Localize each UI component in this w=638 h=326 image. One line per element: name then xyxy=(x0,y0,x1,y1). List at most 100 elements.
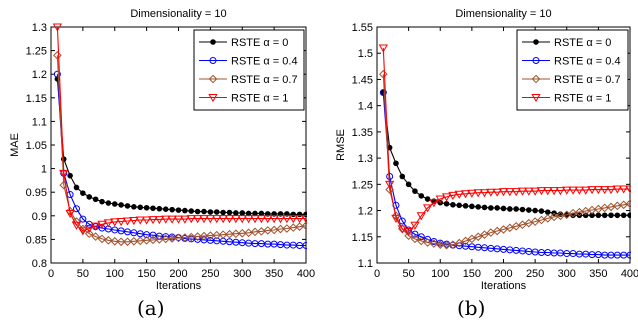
rmse-point xyxy=(467,189,477,198)
mae-point xyxy=(207,209,214,215)
rmse-chart: Dimensionality = 10 0 50 100 150 200 250 300 350… xyxy=(335,8,638,292)
mae-point xyxy=(167,215,177,224)
rmse-point xyxy=(410,234,420,244)
mae-point xyxy=(245,210,252,217)
mae-point xyxy=(161,215,171,224)
mae-point xyxy=(78,227,88,236)
mae-point xyxy=(188,208,195,214)
mae-point xyxy=(186,232,196,242)
mae-point xyxy=(233,210,239,216)
rmse-point xyxy=(574,186,585,195)
rmse-point xyxy=(379,89,387,97)
rmse-ytick-label: 1.5 xyxy=(358,48,373,60)
mae-point xyxy=(150,205,156,212)
mae-xtick-label: 50 xyxy=(77,268,89,280)
mae-point xyxy=(302,242,307,250)
rmse-ytick-label: 1.4 xyxy=(358,101,373,113)
mae-point xyxy=(173,215,184,224)
rmse-point xyxy=(424,196,431,202)
mae-point xyxy=(105,200,112,206)
rmse-point xyxy=(391,214,401,224)
rmse-point xyxy=(614,212,621,219)
rmse-point xyxy=(399,173,406,180)
mae-point xyxy=(276,224,285,234)
rmse-point xyxy=(486,188,496,197)
mae-point xyxy=(130,229,138,237)
rmse-point xyxy=(393,160,399,167)
rmse-point xyxy=(454,190,464,199)
mae-xtick-label: 250 xyxy=(201,268,219,280)
mae-point xyxy=(116,217,126,227)
mae-point xyxy=(104,236,113,245)
mae-point xyxy=(226,209,233,216)
mae-point xyxy=(86,194,93,200)
mae-point xyxy=(231,229,241,239)
mae-point xyxy=(275,215,286,224)
mae-point xyxy=(167,234,177,243)
rmse-point xyxy=(581,186,591,195)
caption-b: (b) xyxy=(457,296,486,320)
mae-point xyxy=(80,190,86,196)
rmse-point xyxy=(479,189,490,198)
rmse-point xyxy=(398,217,406,225)
rmse-ytick-label: 1.35 xyxy=(352,127,373,139)
rmse-point xyxy=(441,193,452,202)
rmse-point xyxy=(620,212,627,219)
mae-point xyxy=(59,180,69,190)
rmse-point xyxy=(530,187,540,196)
mae-point xyxy=(264,211,271,217)
mae-ytick-label: 1.2 xyxy=(32,69,47,81)
rmse-point xyxy=(410,221,420,230)
mae-point xyxy=(194,208,201,215)
rmse-point xyxy=(600,186,610,195)
rmse-point xyxy=(538,208,545,214)
rmse-point xyxy=(543,187,553,196)
mae-legend-label-3: RSTE α = 1 xyxy=(231,93,288,105)
rmse-xtick-label: 400 xyxy=(621,268,638,280)
rmse-point xyxy=(442,240,451,250)
mae-legend-label-0: RSTE α = 0 xyxy=(231,37,288,49)
rmse-point xyxy=(627,212,631,219)
rmse-xtick-label: 0 xyxy=(374,268,380,280)
mae-point xyxy=(79,215,87,223)
mae-legend: RSTE α = 0 RSTE α = 0.4 RSTE α = 0.7 RSTE α… xyxy=(193,29,305,111)
mae-point xyxy=(149,231,157,239)
mae-ytick-label: 1.05 xyxy=(26,140,47,152)
mae-point xyxy=(122,217,133,226)
mae-ytick-label: 1.25 xyxy=(26,46,47,58)
rmse-series-0 xyxy=(380,89,631,219)
mae-title: Dimensionality = 10 xyxy=(130,8,226,20)
mae-point xyxy=(218,230,228,239)
caption-a: (a) xyxy=(137,296,165,320)
mae-point xyxy=(67,172,73,179)
rmse-point xyxy=(416,212,426,221)
mae-point xyxy=(205,215,216,224)
mae-legend-label-2: RSTE α = 0.7 xyxy=(231,74,298,86)
mae-point xyxy=(124,203,131,209)
rmse-point xyxy=(494,205,500,211)
rmse-xtick-label: 250 xyxy=(526,268,544,280)
rmse-point xyxy=(505,188,515,197)
mae-legend-box xyxy=(193,29,305,111)
rmse-point xyxy=(619,185,629,194)
rmse-point xyxy=(448,191,458,200)
mae-point xyxy=(201,208,207,215)
rmse-point xyxy=(423,238,432,247)
mae-point xyxy=(237,228,247,238)
mae-point xyxy=(110,236,120,246)
rmse-point xyxy=(460,190,471,199)
rmse-point xyxy=(519,206,526,213)
rmse-legend-marker-0 xyxy=(533,39,539,45)
rmse-ytick-label: 1.2 xyxy=(358,206,373,218)
mae-legend-marker-1 xyxy=(209,57,217,64)
mae-point xyxy=(155,235,164,244)
mae-point xyxy=(65,209,75,219)
mae-point xyxy=(263,226,273,235)
mae-ytick-label: 1 xyxy=(41,164,47,176)
mae-point xyxy=(180,215,190,224)
rmse-point xyxy=(456,202,463,209)
rmse-point xyxy=(379,69,388,79)
mae-chart: Dimensionality = 10 0 50 100 150 200 250 300 350… xyxy=(9,8,315,292)
rmse-legend-marker-2 xyxy=(531,74,541,84)
